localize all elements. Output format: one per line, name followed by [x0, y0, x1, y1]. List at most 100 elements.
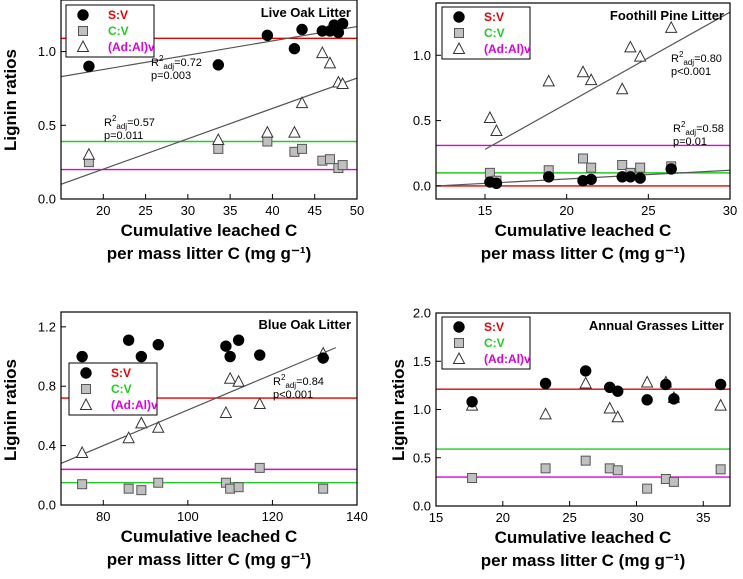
x-tick-label: 140 [346, 509, 368, 524]
data-point [540, 463, 551, 474]
data-point [642, 483, 653, 494]
x-axis-label: Cumulative leached C [495, 528, 672, 547]
legend-label: (Ad:Al)v [111, 398, 158, 412]
legend-marker [80, 367, 92, 379]
data-point [579, 365, 592, 377]
plot-area [61, 17, 357, 185]
data-point [612, 385, 624, 397]
data-point [539, 377, 552, 390]
y-tick-label: 1.0 [413, 48, 431, 63]
legend-marker [454, 338, 464, 348]
legend: S:V C:V (Ad:Al)v [441, 6, 531, 60]
legend-label: (Ad:Al)v [484, 42, 531, 56]
data-point [466, 396, 478, 408]
legend-marker [452, 41, 466, 54]
fit-line [61, 347, 337, 464]
x-tick-label: 45 [307, 203, 321, 218]
x-tick-label: 50 [350, 203, 364, 218]
legend-marker [452, 351, 466, 364]
data-point [467, 473, 478, 484]
x-axis-label-line2: per mass litter C (mg g⁻¹) [481, 244, 686, 263]
plot-area [436, 11, 730, 190]
panel-3: 80 100 120 140 0.0 0.4 0.8 1.2 Blue Oak Litter Cu… [1, 311, 368, 569]
data-point [288, 125, 301, 138]
data-point [295, 96, 309, 109]
data-point [664, 20, 678, 33]
legend: S:V C:V (Ad:Al)v [68, 362, 158, 416]
fit-line [61, 25, 357, 78]
legend-label: C:V [484, 336, 505, 350]
x-tick-label: 30 [181, 203, 195, 218]
data-point [323, 56, 337, 69]
data-point [336, 76, 349, 90]
fit-p-label: p=0.01 [673, 136, 707, 148]
y-tick-label: 1.0 [413, 402, 431, 417]
x-axis-label-line2: per mass litter C (mg g⁻¹) [481, 551, 686, 570]
panel-1: 20 25 30 35 40 45 50 0.0 0.5 1.0 Live Oak Litter Cu… [1, 0, 364, 263]
x-tick-label: 80 [96, 509, 110, 524]
data-point [77, 479, 88, 490]
data-point [220, 340, 232, 352]
fit-r2-label: R2adj=0.57 [104, 114, 155, 131]
data-point [253, 396, 267, 410]
panel-4: 15 20 25 30 35 0.0 0.5 1.0 1.5 2.0 Annual Grasses … [389, 306, 731, 570]
x-tick-label: 40 [265, 203, 279, 218]
y-tick-label: 1.2 [38, 319, 56, 334]
plot-frame [60, 0, 358, 200]
data-point [262, 136, 273, 147]
chart-title: Blue Oak Litter [259, 317, 351, 332]
data-point [261, 29, 274, 42]
data-point [296, 23, 308, 36]
data-point [668, 476, 679, 487]
legend-marker [81, 384, 91, 394]
x-axis-label-line2: per mass litter C (mg g⁻¹) [107, 244, 312, 263]
x-axis-label: Cumulative leached C [121, 221, 298, 240]
x-axis-label-line2: per mass litter C (mg g⁻¹) [107, 550, 312, 569]
data-point [641, 394, 653, 406]
legend-label: C:V [111, 382, 132, 396]
x-axis-label: Cumulative leached C [495, 221, 672, 240]
legend-marker [76, 39, 90, 52]
x-tick-label: 20 [96, 203, 110, 218]
data-point [624, 171, 637, 183]
data-point [714, 398, 727, 411]
data-point [635, 162, 646, 173]
legend-marker [453, 11, 465, 23]
chart-title: Live Oak Litter [261, 5, 351, 20]
legend-label: S:V [108, 8, 128, 22]
fit-r2-label: R2adj=0.84 [273, 373, 324, 390]
data-point [633, 49, 647, 62]
legend-label: S:V [484, 320, 504, 334]
data-point [261, 125, 274, 138]
data-point [576, 65, 590, 78]
data-point [660, 378, 672, 391]
data-point [225, 483, 236, 494]
x-tick-label: 30 [723, 203, 737, 218]
plot-area [436, 365, 730, 494]
x-tick-label: 25 [138, 203, 152, 218]
fit-p-label: p=0.003 [151, 70, 191, 82]
data-point [153, 477, 164, 488]
fit-p-label: p<0.001 [273, 389, 313, 401]
y-tick-label: 0.0 [413, 499, 431, 514]
fit-r2-label: R2adj=0.72 [151, 54, 202, 71]
legend-label: C:V [108, 24, 129, 38]
legend: S:V C:V (Ad:Al)v [65, 4, 155, 58]
data-point [213, 143, 224, 154]
legend-label: (Ad:Al)v [108, 40, 155, 54]
data-point [211, 132, 225, 146]
legend-marker [78, 26, 88, 36]
plot-frame [60, 311, 358, 506]
legend: S:V C:V (Ad:Al)v [441, 316, 531, 370]
data-point [317, 352, 329, 364]
data-point [615, 82, 629, 95]
data-point [586, 162, 597, 173]
x-tick-label: 30 [629, 510, 643, 525]
data-point [324, 154, 335, 165]
data-point [668, 393, 680, 405]
data-point [122, 431, 135, 444]
data-point [665, 163, 677, 175]
y-tick-label: 0.0 [413, 178, 431, 193]
y-axis-label: Lignin ratios [389, 359, 408, 461]
chart-title: Foothill Pine Litter [610, 8, 724, 23]
